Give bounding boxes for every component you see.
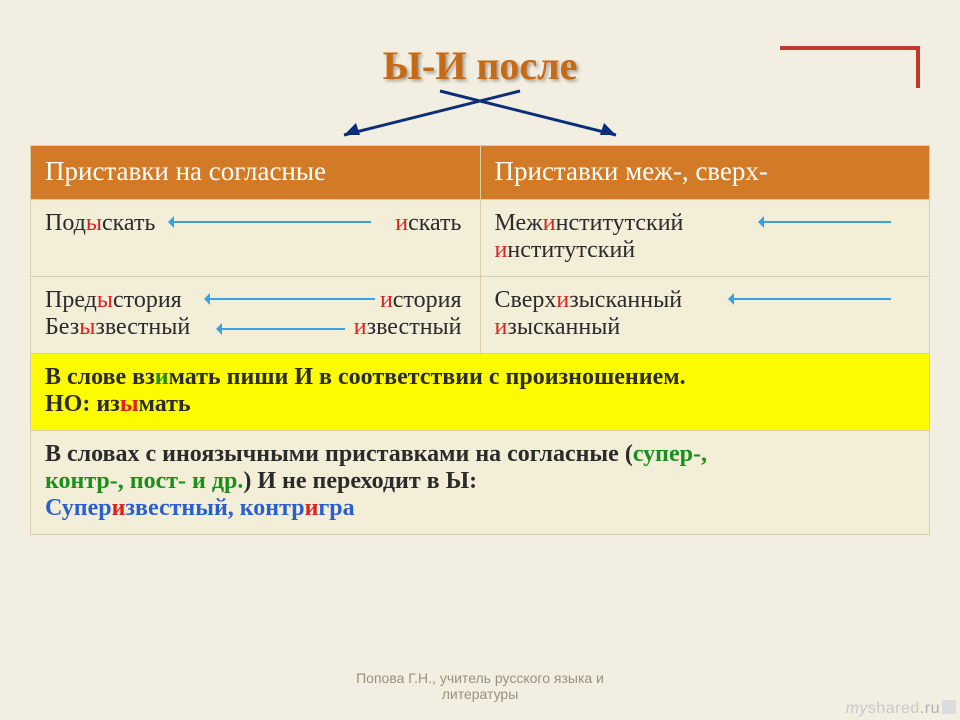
cell-right-1: Межинститутский институтский <box>480 200 930 277</box>
word-hl: и <box>354 314 367 340</box>
word-part: скать <box>408 210 461 236</box>
footer-line2: литературы <box>442 686 519 702</box>
word-part: нститутский <box>507 237 635 263</box>
text: НО: <box>45 391 96 417</box>
header-right: Приставки меж-, сверх- <box>480 146 930 200</box>
word-part: Сверх <box>495 287 557 313</box>
text: В слове <box>45 364 132 390</box>
table-row: Предыстория история Безызвестный известн… <box>31 277 930 354</box>
footer-credit: Попова Г.Н., учитель русского языка и ли… <box>0 670 960 702</box>
word-part: из <box>96 391 119 417</box>
note-row-1: В слове взимать пиши И в соответствии с … <box>31 354 930 431</box>
word-part: стория <box>393 287 462 313</box>
word-part: гра <box>318 495 354 521</box>
word-part: зысканный <box>507 314 620 340</box>
word-part: Супер <box>45 495 112 521</box>
note-row-2: В словах с иноязычными приставками на со… <box>31 431 930 535</box>
arrow-left-icon <box>761 221 891 223</box>
header-left: Приставки на согласные <box>31 146 481 200</box>
note-1: В слове взимать пиши И в соответствии с … <box>31 354 930 431</box>
word-hl: и <box>395 210 408 236</box>
word-part: звестный <box>125 495 227 521</box>
word-part: мать <box>139 391 191 417</box>
word-part: зысканный <box>569 287 682 313</box>
word-part: звестный <box>95 314 190 340</box>
page-title: Ы-И после <box>383 42 578 89</box>
word-part: нститутский <box>556 210 684 236</box>
arrow-left-icon <box>207 298 375 300</box>
word-part: Без <box>45 314 79 340</box>
word-hl: ы <box>120 391 139 417</box>
word-hl: и <box>155 364 169 390</box>
word-hl: и <box>380 287 393 313</box>
rules-table: Приставки на согласные Приставки меж-, с… <box>30 145 930 535</box>
cell-left-1: Подыскать искать <box>31 200 481 277</box>
text: В словах с иноязычными приставками на со… <box>45 441 633 467</box>
word-hl: и <box>495 237 508 263</box>
word-part: вз <box>132 364 155 390</box>
arrow-down-right-icon <box>430 87 630 143</box>
word-hl: и <box>543 210 556 236</box>
text: ) И не переходит в Ы: <box>243 468 477 494</box>
text-hl: контр-, пост- и др. <box>45 468 243 494</box>
title-area: Ы-И после <box>0 0 960 145</box>
footer-line1: Попова Г.Н., учитель русского языка и <box>356 670 604 686</box>
cell-right-2: Сверхизысканный изысканный <box>480 277 930 354</box>
word-part: контр <box>240 495 305 521</box>
note-2: В словах с иноязычными приставками на со… <box>31 431 930 535</box>
word-hl: и <box>556 287 569 313</box>
word-part: стория <box>113 287 182 313</box>
word-part: мать <box>169 364 221 390</box>
word-hl: ы <box>86 210 102 236</box>
word-part: Меж <box>495 210 543 236</box>
arrow-left-icon <box>171 221 371 223</box>
title-arrows <box>120 89 840 145</box>
arrow-left-icon <box>219 328 345 330</box>
watermark: myshared.ru <box>846 700 956 718</box>
cell-left-2: Предыстория история Безызвестный известн… <box>31 277 481 354</box>
table-header-row: Приставки на согласные Приставки меж-, с… <box>31 146 930 200</box>
word-hl: ы <box>79 314 95 340</box>
text: пиши И в соответствии с произношением. <box>221 364 686 390</box>
word-hl: и <box>112 495 126 521</box>
word-part: Под <box>45 210 86 236</box>
word-part: скать <box>102 210 155 236</box>
word-hl: и <box>305 495 319 521</box>
word-hl: ы <box>97 287 113 313</box>
table-row: Подыскать искать Межинститутский институ… <box>31 200 930 277</box>
text-hl: супер-, <box>633 441 707 467</box>
word-hl: и <box>495 314 508 340</box>
arrow-left-icon <box>731 298 891 300</box>
word-part: Пред <box>45 287 97 313</box>
text: , <box>228 495 240 521</box>
word-part: звестный <box>367 314 462 340</box>
